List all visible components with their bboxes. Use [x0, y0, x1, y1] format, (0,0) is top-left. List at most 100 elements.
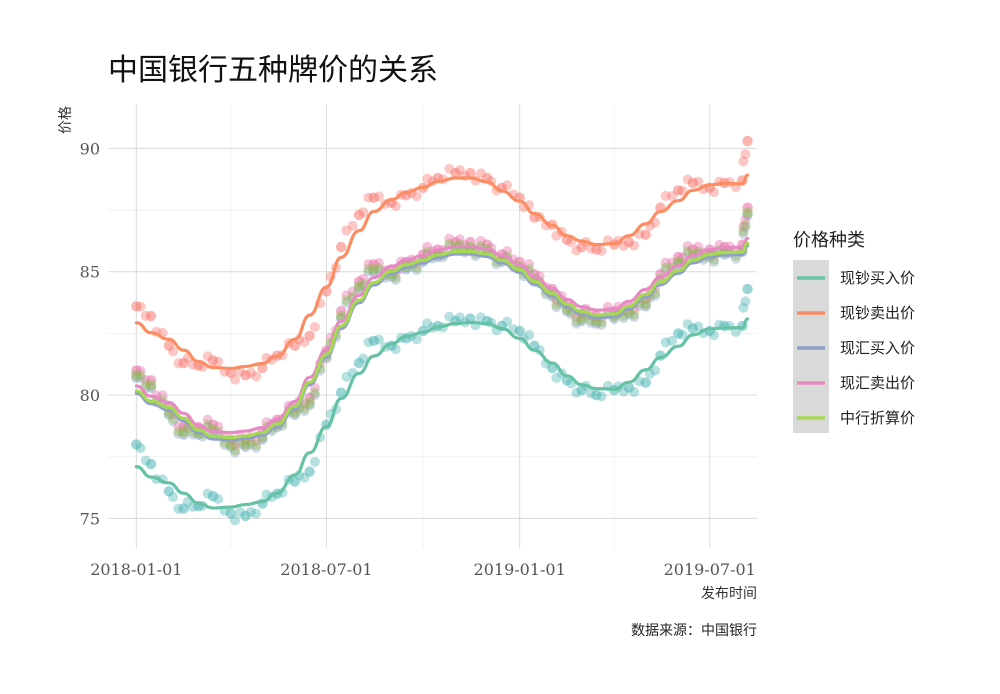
data-point [341, 371, 352, 382]
data-point [289, 340, 301, 351]
data-point [465, 167, 476, 179]
data-point [240, 439, 251, 450]
data-point [693, 241, 704, 252]
data-point [640, 229, 651, 240]
data-point [708, 257, 719, 268]
data-point [666, 335, 677, 346]
data-point [230, 447, 241, 458]
data-point [629, 240, 640, 251]
data-point [373, 334, 384, 345]
data-point [304, 397, 315, 408]
data-point [623, 382, 635, 393]
data-point [742, 207, 753, 218]
legend-title: 价格种类 [793, 230, 865, 251]
legend-label: 中行折算价 [840, 409, 915, 427]
x-axis-title: 发布时间 [701, 586, 757, 602]
x-tick-label: 2019-01-01 [474, 560, 566, 579]
data-point [596, 317, 607, 328]
data-point [257, 362, 268, 374]
x-tick-label: 2018-01-01 [90, 560, 182, 579]
data-point [450, 167, 461, 179]
data-point [677, 329, 688, 340]
legend-label: 现汇卖出价 [840, 374, 915, 392]
data-point [660, 257, 671, 268]
smooth-line [134, 317, 750, 510]
data-point [373, 262, 384, 273]
data-point [502, 180, 513, 191]
data-point [742, 283, 753, 295]
data-point [178, 503, 189, 514]
data-point [502, 316, 513, 327]
data-point [304, 466, 315, 477]
data-point [163, 486, 175, 497]
data-point [213, 356, 224, 367]
x-tick-label: 2018-07-01 [280, 560, 372, 579]
data-point [422, 241, 433, 252]
x-axis-ticks: 2018-01-01 2018-07-01 2019-01-01 2019-07-01 [90, 560, 756, 579]
data-point [629, 309, 640, 320]
data-point [650, 365, 661, 376]
data-point [309, 321, 320, 332]
data-point [591, 389, 602, 401]
data-point [168, 416, 179, 427]
data-point [168, 346, 179, 357]
data-point [368, 335, 379, 346]
legend-label: 现钞卖出价 [840, 304, 915, 322]
data-point [673, 328, 684, 339]
data-point [178, 426, 189, 438]
data-point [740, 222, 751, 233]
data-point [353, 357, 365, 369]
data-point [390, 201, 401, 212]
data-point [738, 221, 749, 232]
data-point [131, 370, 142, 381]
data-point [524, 259, 535, 270]
y-tick-label: 85 [80, 263, 100, 282]
data-point [640, 298, 651, 309]
data-point [708, 187, 719, 198]
data-point [230, 445, 241, 456]
data-point [251, 371, 262, 382]
legend-label: 现钞买入价 [840, 269, 915, 287]
data-point [454, 234, 465, 245]
data-point [207, 491, 219, 502]
data-point [163, 340, 175, 351]
data-point [687, 323, 699, 334]
y-axis-title: 价格 [58, 106, 74, 134]
data-point [454, 165, 465, 176]
data-point [596, 245, 607, 256]
data-point [551, 230, 562, 241]
data-point [368, 192, 379, 203]
data-point [309, 387, 320, 398]
data-point [576, 384, 587, 396]
data-point [660, 337, 671, 348]
y-axis-ticks: 75 80 85 90 [80, 139, 100, 528]
data-point [738, 226, 749, 237]
data-point [693, 321, 704, 332]
data-point [514, 325, 525, 337]
data-point [135, 443, 146, 454]
data-point [738, 156, 749, 167]
data-point [740, 219, 751, 230]
data-point [251, 442, 262, 453]
data-point [373, 191, 384, 202]
data-point [687, 177, 699, 189]
data-point [454, 312, 465, 323]
data-point [304, 330, 315, 342]
data-point [358, 273, 369, 284]
data-point [335, 387, 347, 398]
data-point [660, 262, 671, 273]
data-point [596, 391, 607, 402]
data-point [660, 190, 671, 201]
data-point [145, 310, 157, 322]
data-point [240, 510, 251, 522]
chart-title: 中国银行五种牌价的关系 [108, 53, 438, 88]
data-point [740, 149, 751, 160]
data-point [289, 476, 301, 487]
data-point [411, 191, 422, 202]
data-point [673, 185, 684, 196]
data-point [245, 506, 256, 517]
data-point [145, 458, 157, 470]
data-point [738, 302, 749, 313]
